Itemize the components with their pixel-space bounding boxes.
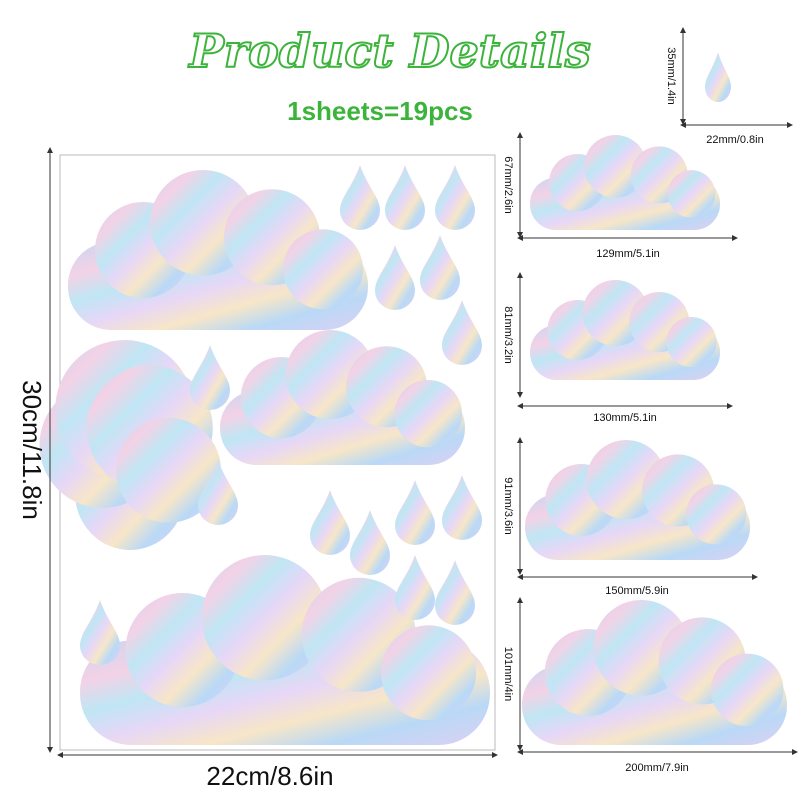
cloud-sticker bbox=[68, 170, 368, 330]
cloud-puff bbox=[686, 484, 747, 545]
cloud-sticker bbox=[530, 280, 720, 380]
drop-sticker bbox=[435, 165, 475, 231]
cloud-sticker bbox=[220, 330, 465, 465]
sheet-height: 30cm/11.8in bbox=[17, 380, 47, 520]
width-label: 129mm/5.1in bbox=[596, 248, 660, 260]
drop-sticker bbox=[442, 475, 482, 540]
drop-sticker bbox=[190, 345, 230, 410]
drop-sticker bbox=[375, 245, 415, 310]
cloud-puff bbox=[116, 417, 221, 523]
cloud-puff bbox=[666, 317, 717, 367]
height-label: 81mm/3.2in bbox=[502, 306, 514, 363]
sheet-width: 22cm/8.6in bbox=[206, 761, 333, 791]
cloud-puff bbox=[711, 653, 784, 727]
cloud-sticker bbox=[522, 600, 787, 745]
drop-sticker bbox=[310, 490, 350, 555]
drop-sticker bbox=[385, 165, 425, 231]
drop-sticker bbox=[395, 555, 435, 620]
cloud-sticker bbox=[80, 555, 490, 745]
cloud-puff bbox=[584, 135, 647, 198]
title: Product Details bbox=[187, 24, 590, 78]
cloud-sticker bbox=[39, 340, 221, 550]
cloud-puff bbox=[667, 170, 716, 218]
cloud-sticker bbox=[530, 135, 720, 230]
cloud-puff bbox=[394, 379, 462, 448]
drop-sticker bbox=[442, 300, 482, 365]
cloud-puff bbox=[201, 555, 328, 681]
drop-sticker bbox=[80, 600, 120, 666]
drop-sticker bbox=[350, 510, 390, 575]
drop-sticker bbox=[435, 560, 475, 626]
cloud-puff bbox=[381, 625, 476, 721]
drop-sticker bbox=[198, 460, 238, 525]
drop-sticker bbox=[420, 235, 460, 300]
subtitle: 1sheets=19pcs bbox=[287, 96, 473, 126]
cloud-puff bbox=[283, 229, 363, 310]
cloud-sticker bbox=[525, 440, 750, 560]
drop-sticker bbox=[705, 52, 731, 102]
height-label: 35mm/1.4in bbox=[665, 47, 677, 104]
width-label: 150mm/5.9in bbox=[605, 585, 669, 597]
drop-sticker bbox=[340, 165, 380, 231]
width-label: 22mm/0.8in bbox=[706, 134, 763, 146]
width-label: 130mm/5.1in bbox=[593, 412, 657, 424]
height-label: 67mm/2.6in bbox=[502, 156, 514, 213]
height-label: 91mm/3.6in bbox=[502, 477, 514, 534]
stickers bbox=[39, 52, 787, 745]
drop-sticker bbox=[395, 480, 435, 545]
width-label: 200mm/7.9in bbox=[625, 762, 689, 774]
height-label: 101mm/4in bbox=[502, 647, 514, 701]
